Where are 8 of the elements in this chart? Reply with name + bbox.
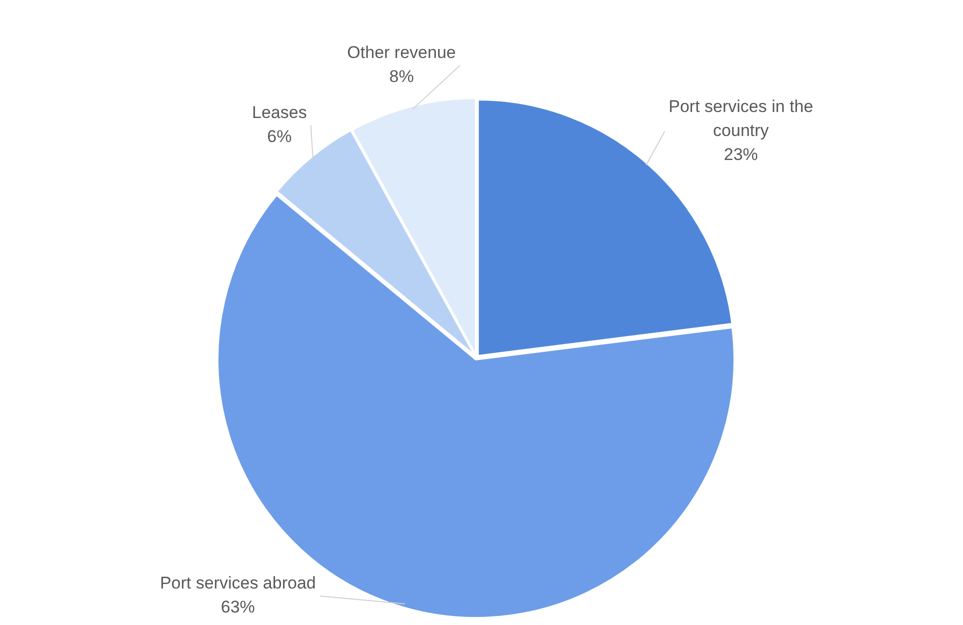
slice-label: Leases <box>252 102 307 122</box>
data-label: 63% <box>220 598 255 617</box>
data-label: 8% <box>389 67 414 86</box>
data-label: 23% <box>724 145 758 164</box>
slice-label: Other revenue <box>347 43 456 62</box>
slice-label: Port services in the country <box>668 97 814 140</box>
slice-label: Port services abroad <box>160 574 316 593</box>
data-label: 6% <box>267 126 292 146</box>
